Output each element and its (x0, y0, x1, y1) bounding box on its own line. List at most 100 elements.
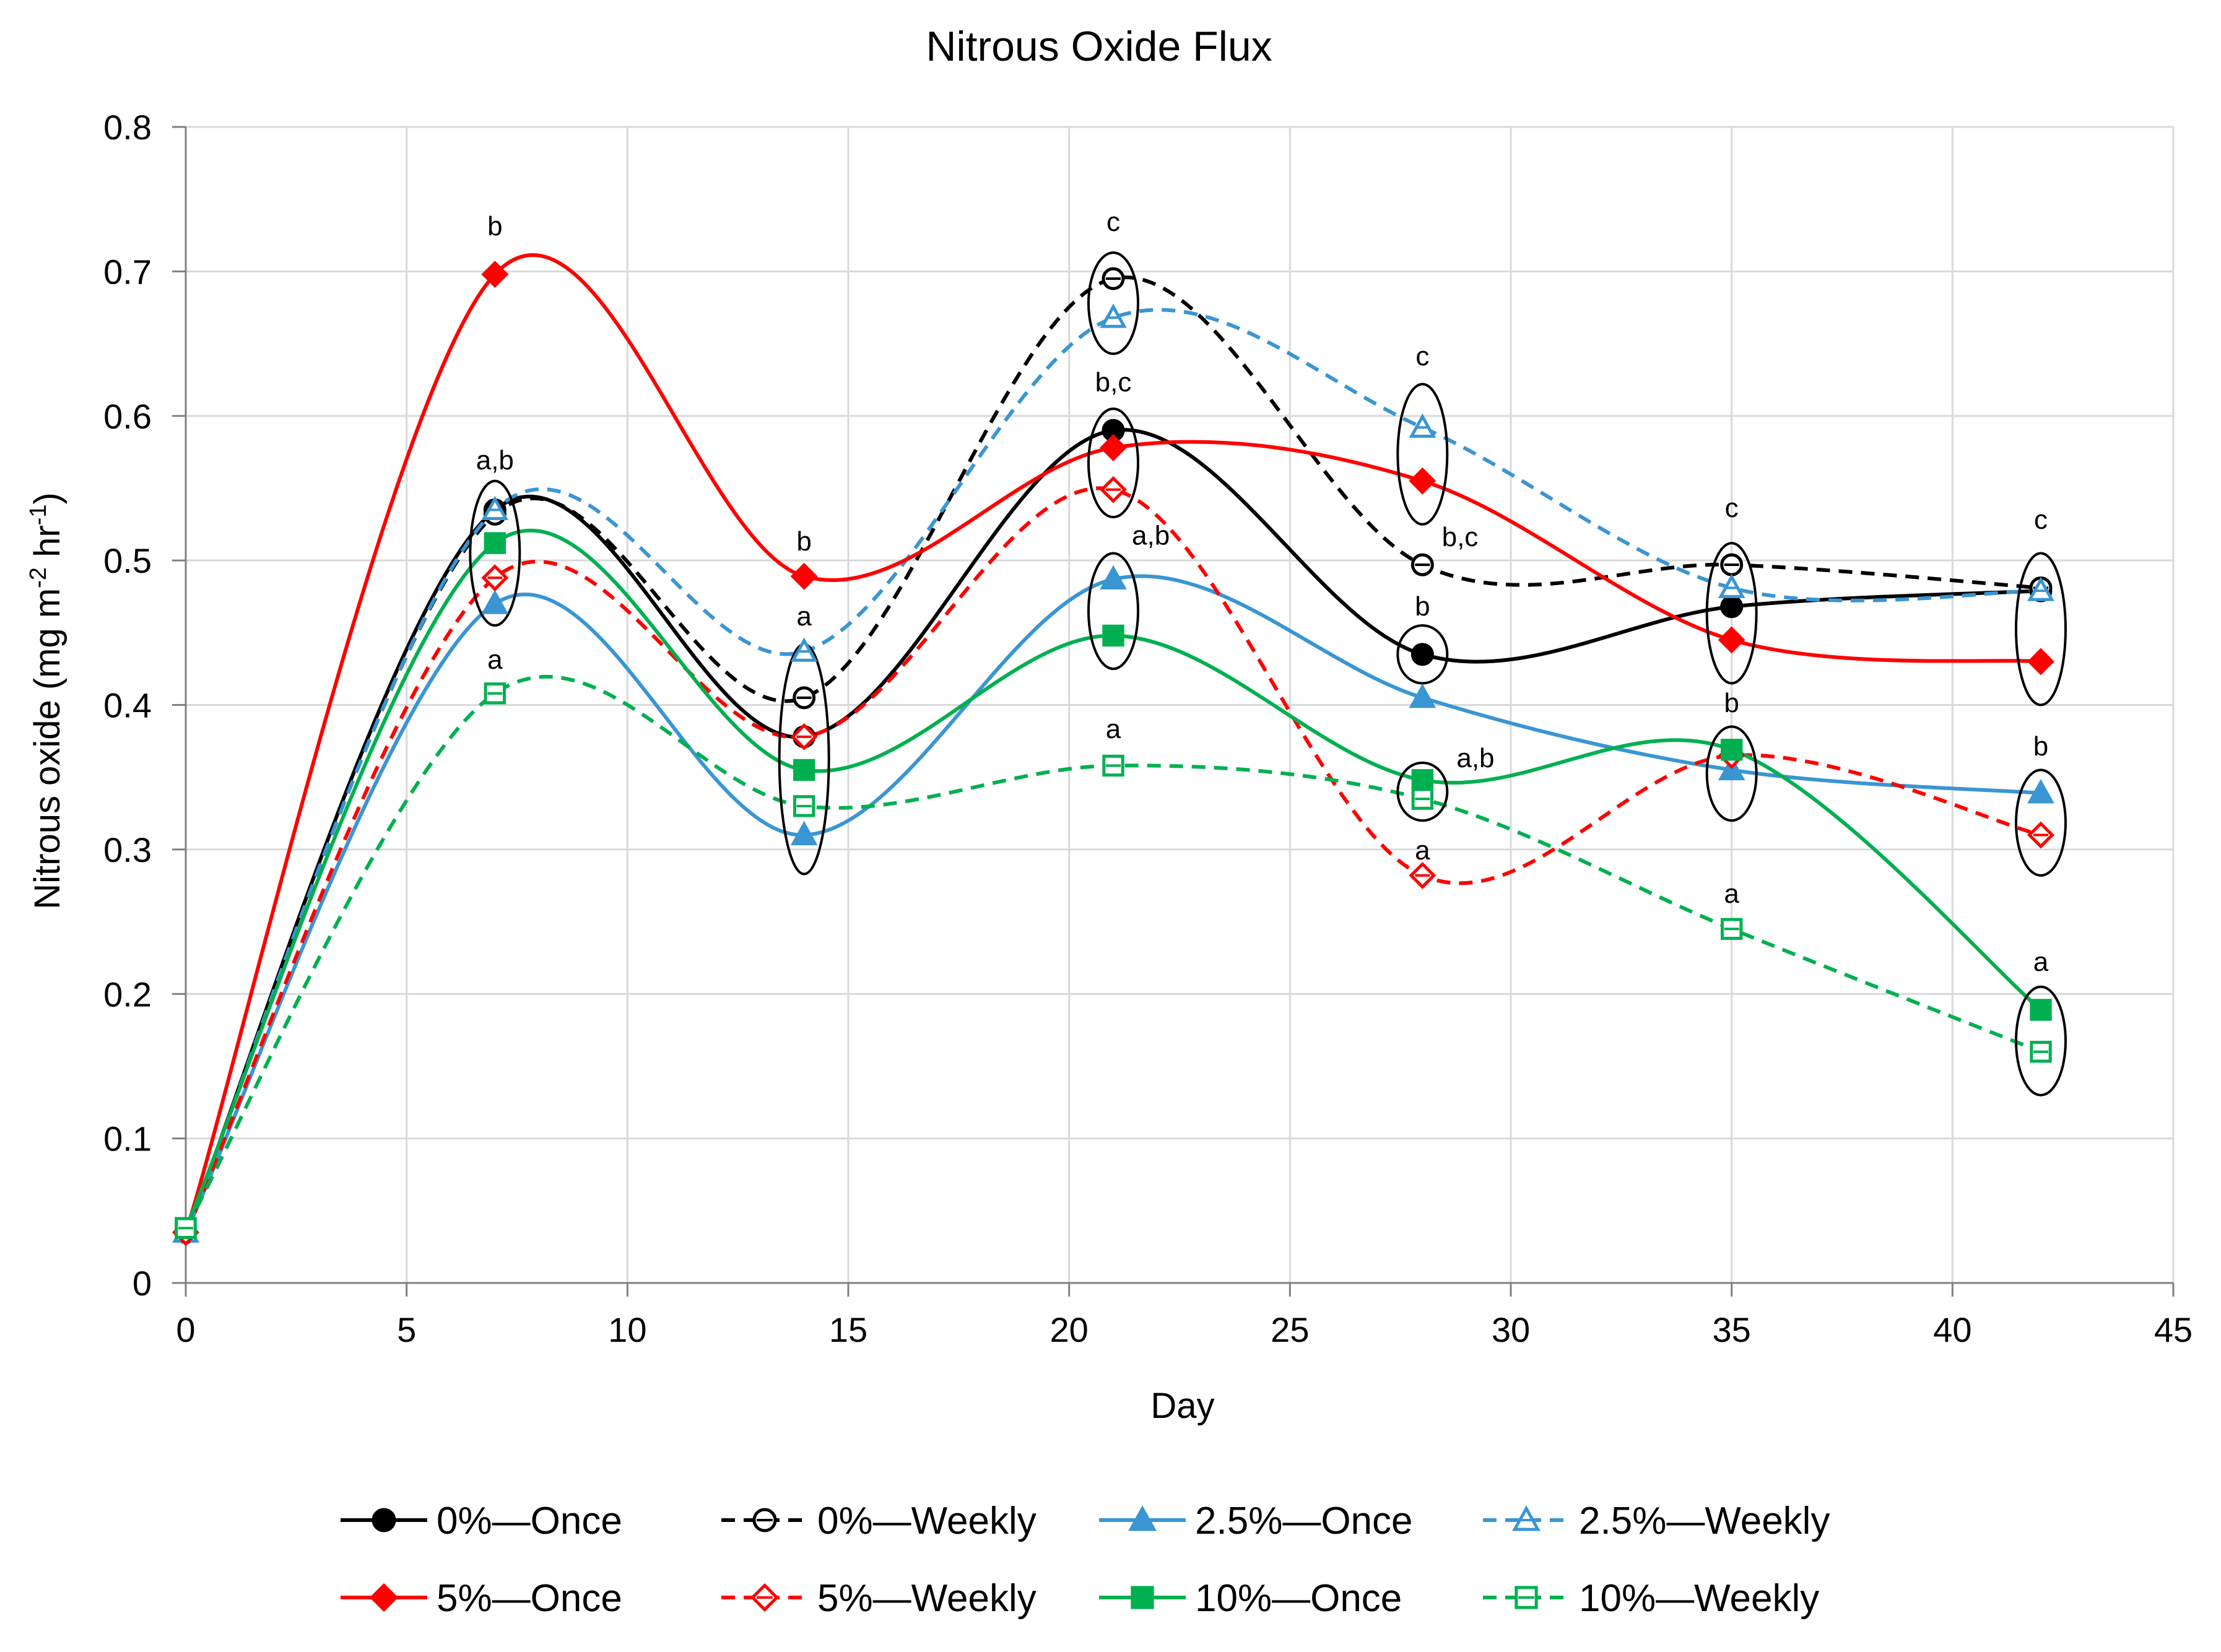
legend-label-0: 0%—Once (437, 1500, 622, 1542)
y-tick-label: 0.7 (103, 252, 152, 291)
grouping-ellipse-3 (1087, 407, 1139, 519)
marker-s2-p4 (1409, 684, 1436, 708)
legend-marker-7 (1515, 1586, 1538, 1609)
marker-s2-p4-shape (1409, 684, 1436, 708)
marker-s6-p6-shape (2030, 999, 2052, 1021)
marker-s6-p4-shape (1411, 769, 1434, 791)
marker-s2-p3-shape (1100, 565, 1127, 590)
marker-s3-p5 (1718, 573, 1745, 599)
legend-marker-6-shape (1131, 1586, 1154, 1609)
significance-letter-12: a,b (1456, 743, 1494, 773)
x-tick-label: 20 (1050, 1310, 1089, 1349)
y-axis-label: Nitrous oxide (mg m-2 hr-1) (25, 492, 67, 910)
marker-s1-p3 (1102, 267, 1125, 290)
marker-s0-p5-shape (1720, 595, 1744, 619)
marker-s4-p5 (1718, 626, 1745, 654)
y-tick-label: 0.5 (103, 541, 152, 580)
significance-letter-1: a,b (476, 445, 514, 476)
grouping-ellipse-5 (1396, 383, 1449, 526)
marker-s6-p1-shape (484, 532, 506, 554)
marker-s6-p1 (484, 532, 506, 554)
legend: 0%—Once 0%—Weekly 2.5%—Once 2.5%—Weekly 5%—O… (341, 1500, 1830, 1620)
marker-s3-p6 (2027, 576, 2054, 601)
legend-label-7: 10%—Weekly (1579, 1577, 1819, 1620)
marker-s0-p4 (1410, 643, 1434, 666)
marker-s4-p5-shape (1718, 626, 1745, 654)
significance-letter-4: a (796, 601, 812, 632)
marker-s5-p6 (2027, 821, 2054, 849)
marker-s7-p4 (1411, 788, 1434, 810)
grouping-ellipse-7 (1396, 761, 1449, 822)
grouping-ellipses (469, 251, 2067, 1097)
x-tick-label: 40 (1933, 1310, 1971, 1349)
series-line-3 (184, 308, 2041, 1233)
legend-marker-2 (1128, 1505, 1157, 1531)
significance-letter-15: b (1724, 688, 1739, 718)
y-tick-label: 0.6 (103, 397, 152, 436)
marker-s1-p2 (793, 686, 816, 710)
marker-s2-p6-shape (2027, 779, 2054, 804)
significance-letter-11: b (1415, 591, 1430, 622)
marker-s0-p4-shape (1410, 643, 1434, 666)
legend-item-4: 5%—Once (341, 1577, 622, 1620)
significance-letter-13: a (1415, 835, 1430, 866)
legend-marker-6 (1131, 1586, 1154, 1609)
significance-letter-2: a (487, 645, 503, 675)
marker-s4-p6 (2027, 648, 2054, 676)
x-tick-label: 0 (176, 1310, 195, 1349)
marker-s4-p6-shape (2027, 648, 2054, 676)
x-tick-label: 10 (608, 1310, 646, 1349)
significance-letter-0: b (487, 211, 502, 241)
significance-letter-6: b,c (1095, 367, 1132, 398)
marker-s7-p0 (175, 1217, 197, 1240)
y-axis-label-sup2: -1 (25, 505, 51, 526)
chart-title: Nitrous Oxide Flux (926, 23, 1272, 70)
grouping-ellipse-6 (1396, 624, 1449, 685)
x-tick-label: 45 (2154, 1310, 2193, 1349)
significance-letter-18: b (2033, 731, 2048, 762)
marker-s2-p1-shape (481, 589, 509, 614)
marker-s4-p3-shape (1100, 434, 1127, 462)
x-tick-label: 15 (829, 1310, 867, 1349)
marker-s4-p4-shape (1409, 467, 1436, 495)
marker-s7-p2 (793, 795, 815, 817)
marker-s4-p1 (481, 261, 509, 288)
legend-marker-2-shape (1128, 1505, 1157, 1531)
marker-s6-p5 (1720, 739, 1743, 761)
legend-item-6: 10%—Once (1099, 1577, 1402, 1620)
x-tick-label: 35 (1713, 1310, 1751, 1349)
marker-s3-p4 (1409, 413, 1436, 438)
legend-marker-5 (750, 1583, 780, 1612)
marker-s5-p1 (481, 564, 509, 592)
y-axis-label-mid: hr (27, 525, 67, 567)
x-tick-label: 30 (1492, 1310, 1530, 1349)
x-axis-label: Day (1150, 1386, 1214, 1426)
marker-s2-p6 (2027, 779, 2054, 804)
legend-item-2: 2.5%—Once (1099, 1500, 1413, 1542)
legend-marker-4-shape (369, 1583, 399, 1612)
marker-s6-p5-shape (1720, 739, 1743, 761)
series-markers (172, 261, 2054, 1246)
significance-letter-10: b,c (1442, 522, 1479, 552)
marker-s1-p4 (1410, 553, 1434, 576)
marker-s7-p6 (2030, 1040, 2052, 1063)
marker-s1-p5 (1720, 553, 1744, 576)
marker-s6-p3 (1102, 624, 1124, 647)
legend-label-3: 2.5%—Weekly (1579, 1500, 1830, 1542)
legend-marker-3 (1512, 1505, 1541, 1531)
legend-item-0: 0%—Once (341, 1500, 622, 1542)
significance-letter-19: a (2033, 947, 2049, 977)
marker-s6-p2-shape (793, 759, 815, 781)
y-tick-label: 0.2 (103, 975, 152, 1014)
marker-s5-p2 (790, 723, 818, 750)
marker-s7-p1 (484, 682, 506, 705)
y-axis-label-main: Nitrous oxide (mg m (27, 588, 67, 910)
legend-label-1: 0%—Weekly (817, 1500, 1037, 1542)
y-tick-label: 0.4 (103, 686, 152, 725)
y-tick-label: 0 (133, 1264, 152, 1303)
marker-s5-p3 (1100, 476, 1127, 503)
marker-s4-p2-shape (790, 562, 818, 590)
series-line-2 (184, 574, 2041, 1233)
legend-marker-4 (369, 1583, 399, 1612)
